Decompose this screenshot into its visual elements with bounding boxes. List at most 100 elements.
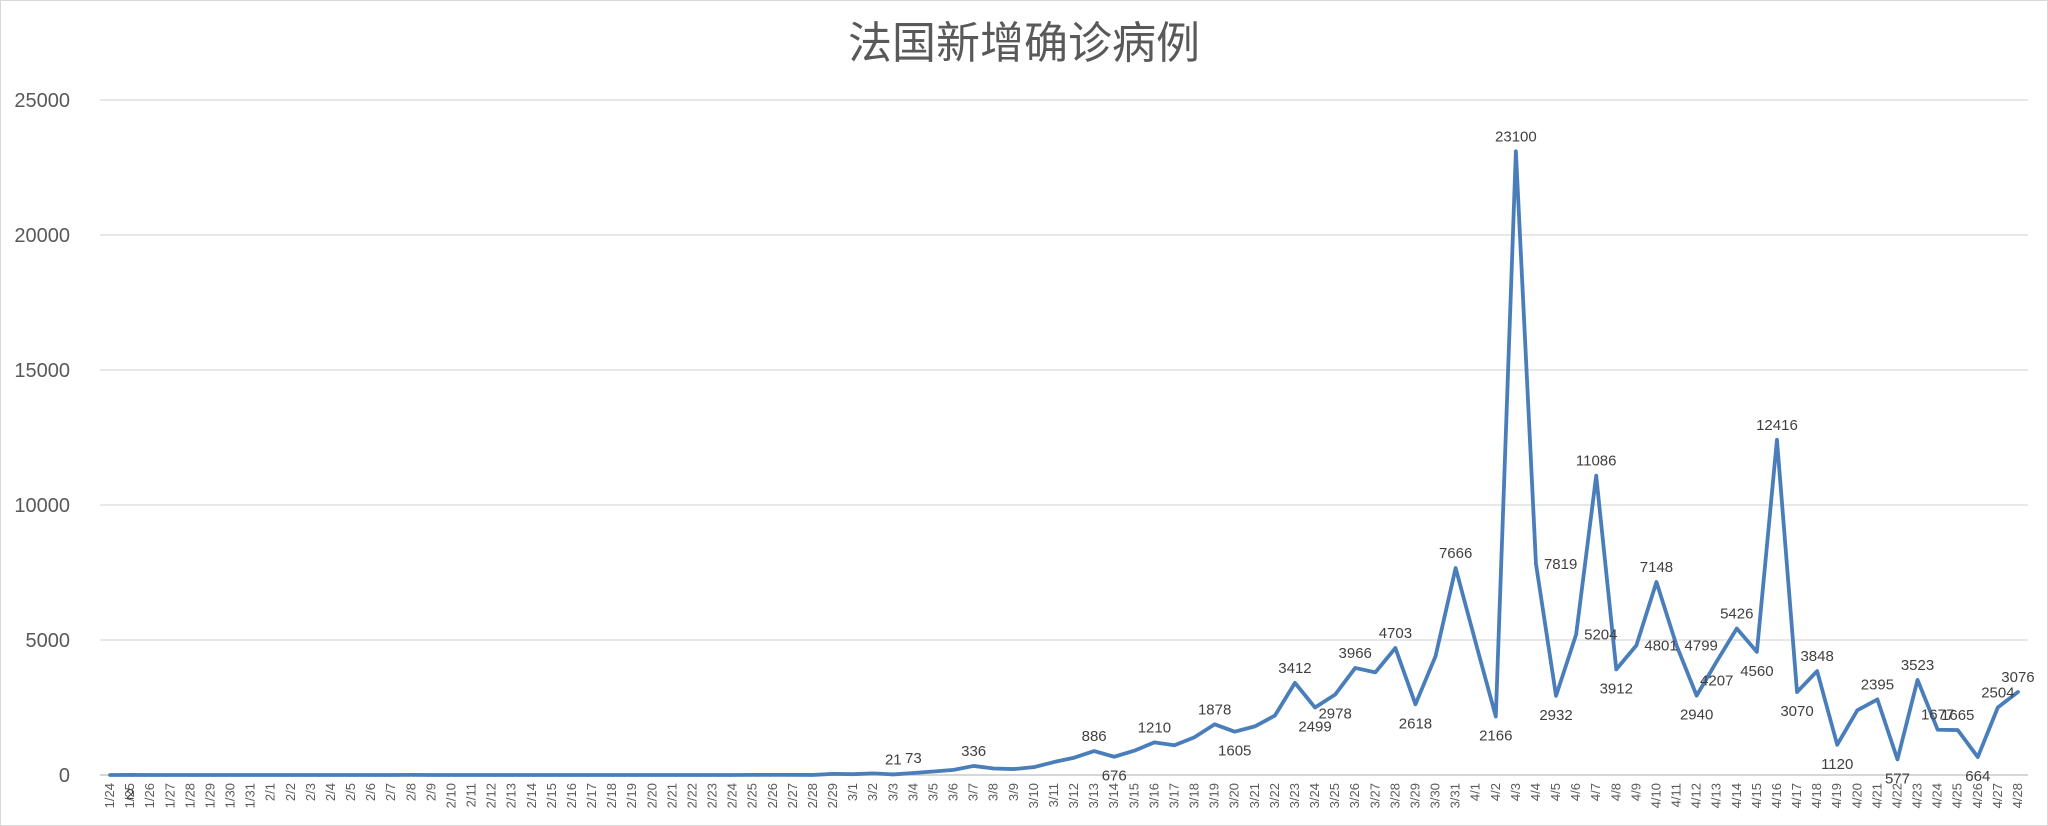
x-tick-label: 3/5 <box>925 783 940 801</box>
x-tick-label: 3/29 <box>1407 783 1422 808</box>
x-tick-label: 4/9 <box>1628 783 1643 801</box>
data-label: 2932 <box>1539 707 1572 724</box>
x-tick-label: 4/16 <box>1769 783 1784 808</box>
x-tick-label: 1/25 <box>122 783 137 808</box>
x-tick-label: 4/7 <box>1588 783 1603 801</box>
data-label: 577 <box>1885 770 1910 787</box>
y-tick-label: 15000 <box>14 360 70 382</box>
x-tick-label: 2/16 <box>564 783 579 808</box>
x-tick-label: 2/4 <box>323 783 338 801</box>
data-label: 3966 <box>1339 645 1372 662</box>
x-tick-label: 3/28 <box>1387 783 1402 808</box>
data-label: 7148 <box>1640 559 1673 576</box>
x-tick-label: 3/24 <box>1307 783 1322 808</box>
x-tick-label: 3/4 <box>905 783 920 801</box>
x-tick-label: 3/30 <box>1428 783 1443 808</box>
x-tick-label: 4/15 <box>1749 783 1764 808</box>
x-tick-label: 3/6 <box>946 783 961 801</box>
x-tick-label: 3/20 <box>1227 783 1242 808</box>
data-label: 3523 <box>1901 657 1934 674</box>
data-label: 7819 <box>1544 556 1577 573</box>
x-tick-label: 3/2 <box>865 783 880 801</box>
x-tick-label: 1/26 <box>142 783 157 808</box>
x-tick-label: 4/6 <box>1568 783 1583 801</box>
x-tick-label: 2/26 <box>765 783 780 808</box>
x-tick-label: 4/18 <box>1809 783 1824 808</box>
x-tick-label: 3/17 <box>1166 783 1181 808</box>
x-tick-label: 1/30 <box>223 783 238 808</box>
x-tick-label: 2/12 <box>484 783 499 808</box>
x-tick-label: 2/20 <box>644 783 659 808</box>
x-tick-label: 3/16 <box>1146 783 1161 808</box>
x-tick-label: 1/31 <box>243 783 258 808</box>
series-line <box>108 149 2020 777</box>
x-tick-label: 4/2 <box>1488 783 1503 801</box>
x-tick-label: 3/21 <box>1247 783 1262 808</box>
data-label: 7666 <box>1439 545 1472 562</box>
data-label: 2978 <box>1318 706 1351 723</box>
x-tick-label: 2/2 <box>283 783 298 801</box>
data-label: 336 <box>961 743 986 760</box>
x-tick-label: 2/29 <box>825 783 840 808</box>
x-tick-label: 2/13 <box>504 783 519 808</box>
x-tick-label: 4/17 <box>1789 783 1804 808</box>
y-tick-label: 0 <box>59 765 70 787</box>
data-label: 2166 <box>1479 728 1512 745</box>
x-tick-label: 4/10 <box>1648 783 1663 808</box>
data-label: 1677 <box>1921 707 1954 724</box>
x-tick-label: 2/18 <box>604 783 619 808</box>
data-label: 676 <box>1102 768 1127 785</box>
data-label: 2 <box>126 786 134 803</box>
x-tick-label: 4/11 <box>1669 783 1684 807</box>
x-tick-label: 3/9 <box>1006 783 1021 801</box>
x-tick-label: 2/6 <box>363 783 378 801</box>
y-tick-label: 10000 <box>14 495 70 517</box>
x-tick-label: 4/26 <box>1970 783 1985 808</box>
x-tick-label: 3/27 <box>1367 783 1382 808</box>
x-tick-label: 2/3 <box>303 783 318 801</box>
x-tick-label: 2/21 <box>664 783 679 808</box>
gridlines <box>100 99 2028 776</box>
x-tick-label: 4/13 <box>1709 783 1724 808</box>
data-label: 3912 <box>1600 680 1633 697</box>
chart-title: 法国新增确诊病例 <box>848 18 1200 69</box>
data-label: 3070 <box>1780 703 1813 720</box>
x-tick-label: 3/3 <box>885 783 900 801</box>
x-tick-label: 4/24 <box>1930 783 1945 808</box>
data-label: 4207 <box>1700 672 1733 689</box>
x-tick-label: 3/10 <box>1026 783 1041 808</box>
x-tick-label: 2/11 <box>464 783 479 807</box>
data-label: 1665 <box>1941 707 1974 724</box>
x-tick-label: 3/8 <box>986 783 1001 801</box>
data-label: 12416 <box>1756 417 1798 434</box>
x-tick-label: 2/15 <box>544 783 559 808</box>
x-tick-label: 2/24 <box>725 783 740 808</box>
data-label: 23100 <box>1495 128 1537 145</box>
x-tick-label: 2/1 <box>263 783 278 801</box>
data-label: 664 <box>1965 768 1990 785</box>
x-tick-label: 1/29 <box>202 783 217 808</box>
x-tick-label: 2/22 <box>684 783 699 808</box>
x-tick-label: 2/9 <box>423 783 438 801</box>
x-tick-label: 4/20 <box>1849 783 1864 808</box>
x-tick-label: 3/18 <box>1187 783 1202 808</box>
x-tick-label: 2/7 <box>383 783 398 801</box>
data-label: 1605 <box>1218 743 1251 760</box>
x-tick-label: 2/19 <box>624 783 639 808</box>
data-label: 3076 <box>2001 669 2034 686</box>
x-tick-label: 4/8 <box>1608 783 1623 801</box>
x-tick-label: 4/21 <box>1869 783 1884 808</box>
x-axis-ticks: 1/24 1/25 1/26 1/27 1/28 1/29 1/30 1/31 2/1 2/2 2/… <box>102 783 2025 808</box>
y-tick-label: 20000 <box>14 225 70 247</box>
x-tick-label: 4/3 <box>1508 783 1523 801</box>
x-tick-label: 4/22 <box>1889 783 1904 808</box>
x-tick-label: 3/31 <box>1448 783 1463 808</box>
x-tick-label: 2/25 <box>745 783 760 808</box>
data-label: 1878 <box>1198 701 1231 718</box>
x-tick-label: 2/27 <box>785 783 800 808</box>
y-tick-label: 25000 <box>14 90 70 112</box>
x-tick-label: 4/27 <box>1990 783 2005 808</box>
x-tick-label: 2/28 <box>805 783 820 808</box>
x-tick-label: 3/19 <box>1207 783 1222 808</box>
data-label: 2940 <box>1680 707 1713 724</box>
